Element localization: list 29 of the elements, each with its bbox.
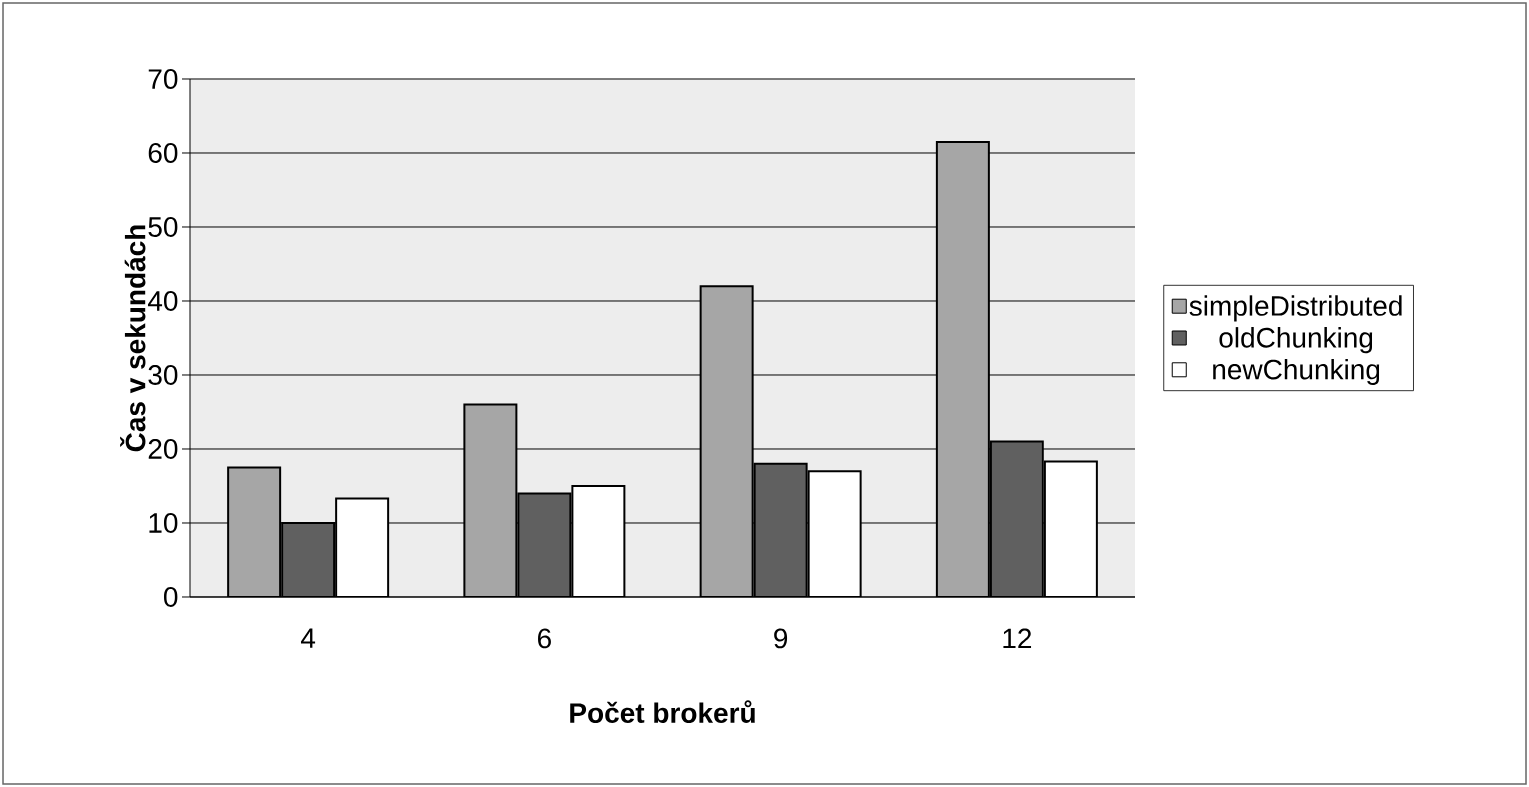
bar [1043,460,1098,597]
bar [335,497,390,597]
bar [227,466,282,597]
y-tick-label: 50 [148,217,178,237]
y-tick-label: 20 [148,439,178,459]
legend-label: oldChunking [1219,327,1373,354]
bar [807,470,862,597]
y-tick-label: 0 [164,587,178,607]
y-axis-title: Čas v sekundách [120,225,146,452]
bar [463,403,518,597]
x-tick-label: 9 [774,628,788,649]
x-tick-label: 12 [1003,628,1032,649]
bar [517,492,572,597]
y-tick-label: 70 [148,69,178,89]
y-tick-label: 10 [149,513,178,533]
x-tick-label: 6 [538,628,551,649]
y-tick-label: 40 [147,291,178,311]
bar [989,440,1044,597]
bar [699,285,754,597]
x-axis-title: Počet brokerů [570,700,755,723]
legend-label: newChunking [1213,358,1380,385]
bar [281,521,336,597]
bar [571,484,626,597]
legend-label: simpleDistributed [1189,295,1402,322]
x-tick-label: 4 [300,628,316,648]
bar [935,140,990,597]
bar [753,462,808,597]
y-tick-label: 60 [148,143,178,163]
y-tick-label: 30 [148,365,178,385]
